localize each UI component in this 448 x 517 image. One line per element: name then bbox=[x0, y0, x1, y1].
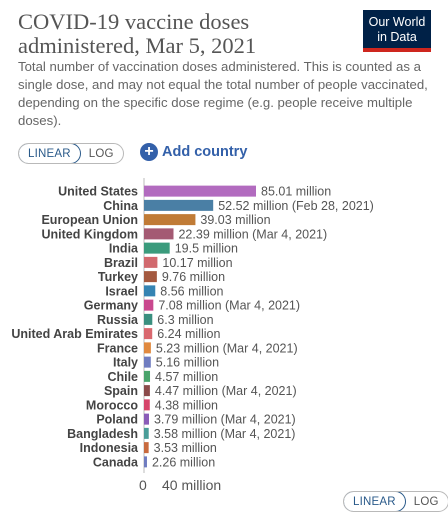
bar[interactable] bbox=[144, 356, 151, 368]
category-label: United Kingdom bbox=[41, 227, 138, 241]
category-label: Spain bbox=[104, 384, 138, 398]
value-label: 3.79 million (Mar 4, 2021) bbox=[154, 413, 296, 427]
logo-line-2: in Data bbox=[377, 30, 417, 44]
plus-icon: + bbox=[140, 143, 158, 161]
bar[interactable] bbox=[144, 399, 150, 411]
category-label: China bbox=[103, 199, 139, 213]
bar[interactable] bbox=[144, 413, 149, 425]
bar[interactable] bbox=[144, 456, 147, 468]
log-toggle-top[interactable]: LOG bbox=[88, 148, 114, 160]
bar[interactable] bbox=[144, 442, 149, 454]
value-label: 3.53 million bbox=[154, 441, 217, 455]
bar[interactable] bbox=[144, 214, 196, 226]
category-label: Bangladesh bbox=[67, 427, 138, 441]
value-label: 22.39 million (Mar 4, 2021) bbox=[178, 227, 327, 241]
category-label: Israel bbox=[105, 284, 138, 298]
bar-chart: United States 85.01 million China 52.52 mil… bbox=[11, 178, 374, 473]
category-label: Brazil bbox=[104, 256, 138, 270]
add-country-label: Add country bbox=[162, 144, 248, 160]
log-toggle-bottom[interactable]: LOG bbox=[413, 496, 439, 508]
chart-subtitle: Total number of vaccination doses admini… bbox=[18, 59, 428, 128]
logo-accent-bar bbox=[363, 48, 431, 52]
value-label: 3.58 million (Mar 4, 2021) bbox=[154, 427, 296, 441]
bar[interactable] bbox=[144, 285, 156, 297]
category-label: India bbox=[109, 242, 139, 256]
value-label: 10.17 million bbox=[162, 256, 232, 270]
bar[interactable] bbox=[144, 228, 174, 240]
bar[interactable] bbox=[144, 256, 158, 268]
bar[interactable] bbox=[144, 313, 153, 325]
value-label: 5.23 million (Mar 4, 2021) bbox=[156, 341, 298, 355]
x-axis-tick-zero: 0 bbox=[139, 477, 147, 493]
bar[interactable] bbox=[144, 185, 256, 197]
scale-toggle-bottom[interactable]: LINEAR LOG bbox=[343, 491, 448, 512]
value-label: 4.47 million (Mar 4, 2021) bbox=[155, 384, 297, 398]
value-label: 19.5 million bbox=[175, 242, 238, 256]
category-label: Turkey bbox=[98, 270, 138, 284]
chart-title: COVID-19 vaccine doses administered, Mar… bbox=[18, 9, 257, 58]
bar[interactable] bbox=[144, 328, 153, 340]
category-label: Germany bbox=[84, 299, 138, 313]
value-label: 6.3 million bbox=[157, 313, 213, 327]
owid-logo[interactable]: Our World in Data bbox=[363, 10, 431, 52]
bar[interactable] bbox=[144, 271, 157, 283]
bar[interactable] bbox=[144, 427, 149, 439]
scale-toggle-top[interactable]: LINEAR LOG bbox=[18, 143, 124, 164]
category-label: European Union bbox=[41, 213, 138, 227]
category-label: France bbox=[97, 341, 138, 355]
value-label: 2.26 million bbox=[152, 455, 215, 469]
value-label: 8.56 million bbox=[160, 284, 223, 298]
category-label: United States bbox=[58, 185, 138, 199]
value-label: 52.52 million (Feb 28, 2021) bbox=[218, 199, 374, 213]
category-label: United Arab Emirates bbox=[11, 327, 138, 341]
value-label: 5.16 million bbox=[156, 356, 219, 370]
linear-toggle-top[interactable]: LINEAR bbox=[18, 144, 81, 163]
category-label: Poland bbox=[96, 413, 138, 427]
bar[interactable] bbox=[144, 199, 214, 211]
value-label: 6.24 million bbox=[157, 327, 220, 341]
bar[interactable] bbox=[144, 370, 151, 382]
value-label: 85.01 million bbox=[261, 185, 331, 199]
category-label: Russia bbox=[97, 313, 139, 327]
category-label: Canada bbox=[93, 455, 139, 469]
add-country-button[interactable]: + Add country bbox=[140, 143, 247, 161]
category-label: Indonesia bbox=[80, 441, 139, 455]
value-label: 39.03 million bbox=[200, 213, 270, 227]
bar[interactable] bbox=[144, 385, 150, 397]
value-label: 9.76 million bbox=[162, 270, 225, 284]
bar[interactable] bbox=[144, 242, 170, 254]
value-label: 4.57 million bbox=[155, 370, 218, 384]
x-axis-tick-40: 40 million bbox=[162, 477, 222, 493]
linear-toggle-bottom[interactable]: LINEAR bbox=[343, 492, 406, 511]
bar[interactable] bbox=[144, 299, 154, 311]
category-label: Morocco bbox=[86, 398, 138, 412]
bar[interactable] bbox=[144, 342, 151, 354]
value-label: 4.38 million bbox=[155, 398, 218, 412]
value-label: 7.08 million (Mar 4, 2021) bbox=[158, 299, 300, 313]
category-label: Italy bbox=[113, 356, 138, 370]
logo-line-1: Our World bbox=[368, 15, 426, 29]
category-label: Chile bbox=[107, 370, 138, 384]
